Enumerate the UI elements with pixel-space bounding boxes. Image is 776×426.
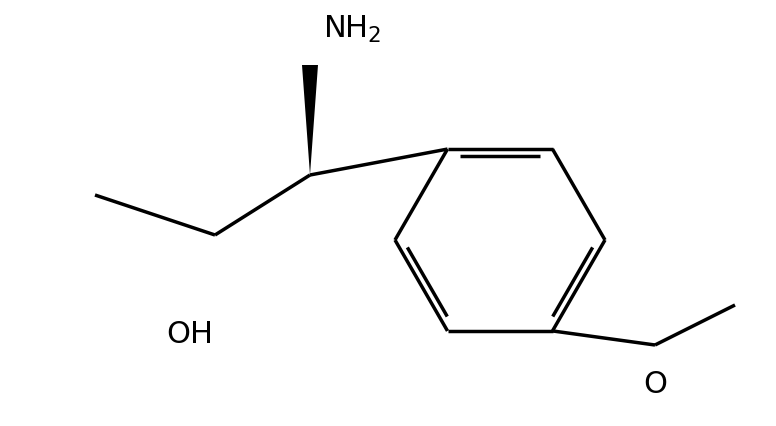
Text: NH$_2$: NH$_2$ [323, 14, 382, 45]
Text: O: O [643, 370, 667, 399]
Polygon shape [302, 65, 318, 175]
Text: OH: OH [167, 320, 213, 349]
